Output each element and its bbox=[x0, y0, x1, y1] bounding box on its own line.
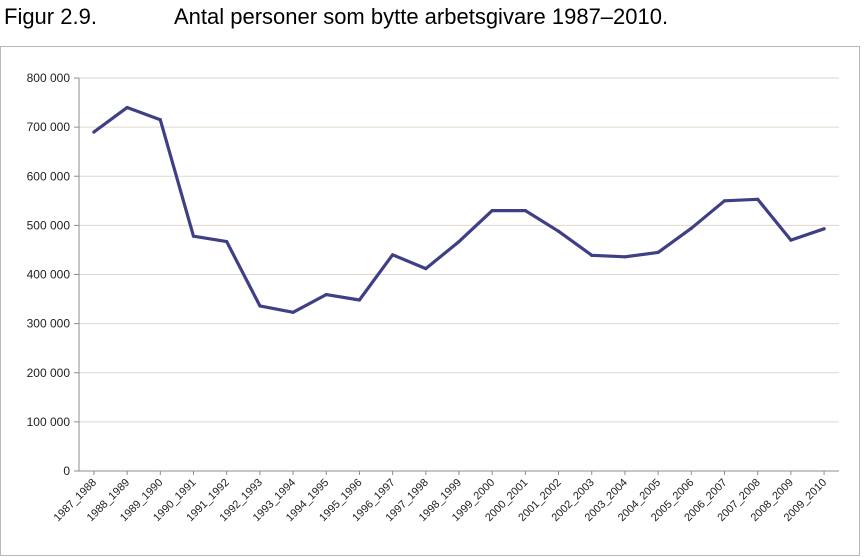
series-line bbox=[92, 105, 826, 314]
figure-number: Figur 2.9. bbox=[4, 4, 97, 29]
data-point bbox=[92, 130, 96, 134]
y-tick-label: 500 000 bbox=[27, 218, 71, 232]
data-point bbox=[822, 227, 826, 231]
figure-title: Antal personer som bytte arbetsgivare 19… bbox=[174, 4, 669, 29]
y-tick-label: 600 000 bbox=[27, 169, 71, 183]
x-axis-ticks: 1987_19881988_19891989_19901990_19911991… bbox=[52, 477, 830, 524]
data-point bbox=[424, 267, 428, 271]
data-point bbox=[556, 229, 561, 233]
figure-header: Figur 2.9. Antal personer som bytte arbe… bbox=[4, 4, 854, 32]
data-point bbox=[391, 253, 395, 257]
data-point bbox=[125, 105, 129, 110]
chart-frame: 0 100 000 200 000 300 000 400 000 500 000 600 … bbox=[0, 46, 860, 556]
data-point bbox=[324, 293, 328, 297]
data-point bbox=[158, 118, 162, 122]
data-point bbox=[656, 250, 660, 254]
data-point bbox=[623, 255, 627, 259]
data-point bbox=[225, 239, 229, 244]
data-point bbox=[523, 209, 527, 213]
y-tick-label: 200 000 bbox=[27, 366, 71, 380]
y-tick-label: 400 000 bbox=[27, 268, 71, 282]
axes bbox=[74, 77, 839, 475]
data-point bbox=[689, 226, 693, 230]
data-point bbox=[490, 209, 494, 213]
y-tick-label: 0 bbox=[63, 464, 70, 478]
y-tick-label: 100 000 bbox=[27, 415, 71, 429]
line-chart: 0 100 000 200 000 300 000 400 000 500 000 600 … bbox=[27, 71, 839, 524]
data-point bbox=[258, 304, 262, 308]
data-point bbox=[722, 199, 727, 203]
data-point bbox=[756, 197, 760, 201]
y-axis-ticks: 0 100 000 200 000 300 000 400 000 500 000 600 … bbox=[27, 71, 71, 478]
data-point bbox=[590, 253, 594, 257]
data-point bbox=[457, 239, 461, 244]
data-point bbox=[357, 298, 362, 302]
gridlines bbox=[79, 77, 839, 423]
y-tick-label: 300 000 bbox=[27, 317, 71, 331]
data-point bbox=[291, 310, 295, 314]
data-point bbox=[191, 234, 196, 238]
data-point bbox=[789, 238, 793, 242]
series-layer bbox=[92, 105, 826, 314]
y-tick-label: 800 000 bbox=[27, 71, 71, 85]
y-tick-label: 700 000 bbox=[27, 120, 71, 134]
